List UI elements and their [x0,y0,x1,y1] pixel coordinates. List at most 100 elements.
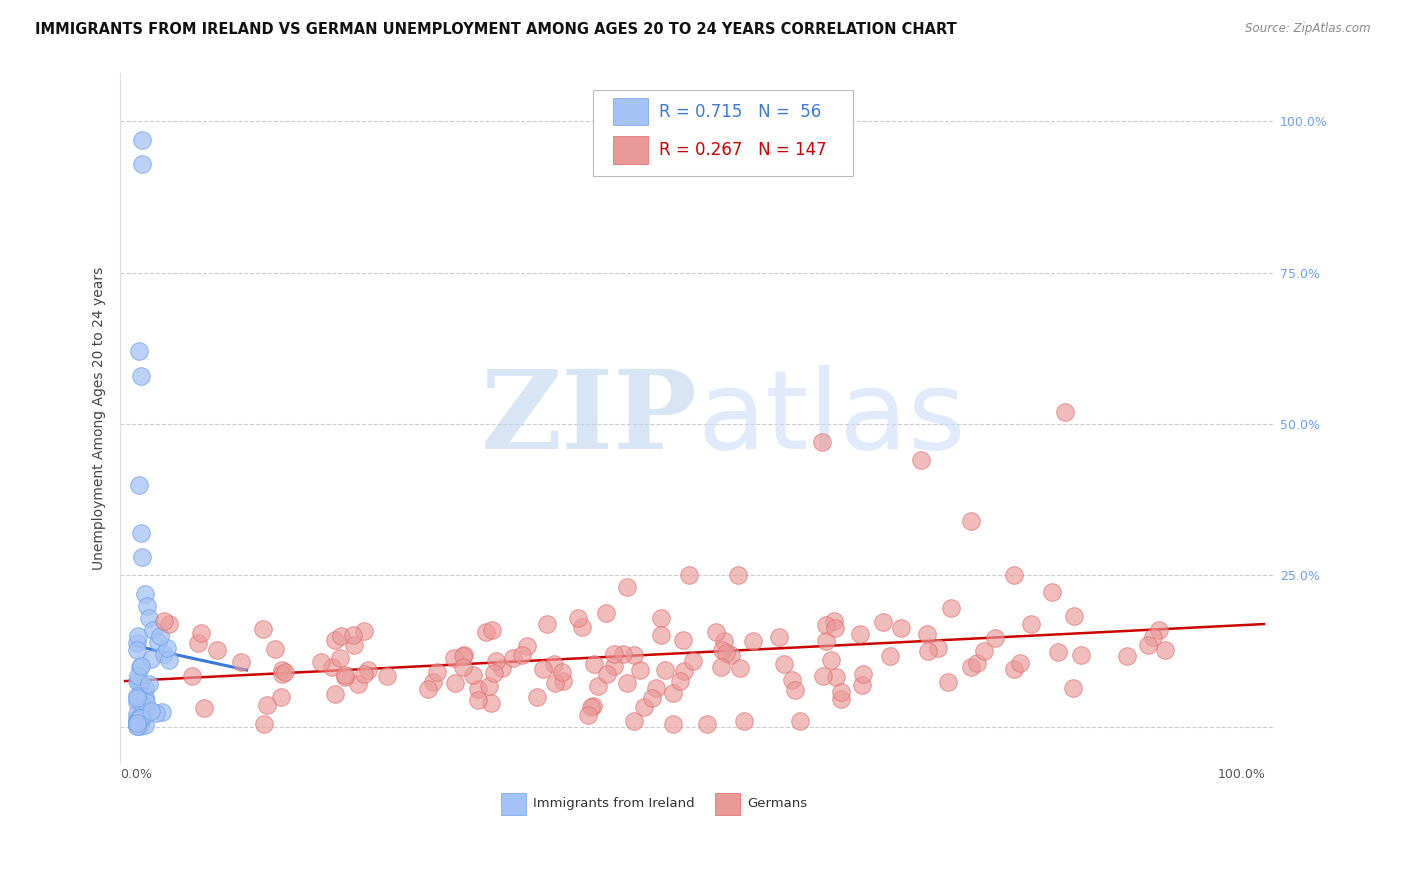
Point [375,669,398,683]
Point [727,568,749,582]
Point [127,629,149,643]
FancyBboxPatch shape [593,90,853,177]
Point [936,675,959,690]
Point [1142,630,1164,644]
Point [443,650,465,665]
Point [156,640,179,655]
Point [131,157,153,171]
Point [128,711,150,725]
Point [264,641,287,656]
Point [270,663,292,677]
Point [485,654,508,668]
Point [321,660,343,674]
Point [973,644,995,658]
Point [616,580,638,594]
Point [207,643,229,657]
Point [482,665,505,680]
Point [127,714,149,728]
Point [742,633,765,648]
Point [128,477,150,491]
Point [927,640,949,655]
Point [1010,657,1032,671]
Point [849,627,872,641]
Point [252,622,274,636]
Point [323,632,346,647]
Point [662,686,685,700]
Point [479,696,502,710]
Point [270,690,292,704]
Point [1063,609,1085,624]
Point [127,719,149,733]
Point [825,670,848,684]
Point [815,618,838,632]
Point [650,628,672,642]
Point [153,614,176,628]
Point [129,526,152,541]
Point [640,691,662,706]
Point [526,690,548,705]
Point [960,660,983,674]
Point [329,629,352,643]
Point [773,657,796,671]
Point [127,713,149,727]
Point [187,635,209,649]
Point [728,661,751,675]
Point [131,132,153,146]
Point [733,714,755,728]
Point [810,435,832,450]
Point [939,601,962,615]
Text: ZIP: ZIP [481,365,697,472]
Point [596,667,619,681]
Point [1070,648,1092,663]
Point [342,628,364,642]
Point [789,714,811,728]
Point [128,714,150,729]
Point [125,715,148,730]
Point [129,676,152,690]
Point [467,682,489,697]
Point [329,651,352,665]
Point [830,685,852,699]
Point [1040,584,1063,599]
Bar [613,136,648,163]
Point [129,695,152,709]
Point [463,667,485,681]
Point [256,698,278,712]
Point [502,651,524,665]
Point [311,655,333,669]
Point [353,667,375,681]
Point [125,691,148,706]
Point [129,659,152,673]
Point [551,665,574,679]
Point [851,678,873,692]
Point [181,668,204,682]
Point [612,647,634,661]
Point [782,673,804,687]
Point [253,716,276,731]
Point [131,701,153,715]
Point [1002,662,1025,676]
Point [672,633,695,648]
Point [128,719,150,733]
Point [1154,643,1177,657]
Point [135,695,157,709]
Point [716,646,738,660]
Text: IMMIGRANTS FROM IRELAND VS GERMAN UNEMPLOYMENT AMONG AGES 20 TO 24 YEARS CORRELA: IMMIGRANTS FROM IRELAND VS GERMAN UNEMPL… [35,22,957,37]
Point [190,625,212,640]
Point [915,627,938,641]
Point [157,653,180,667]
Point [603,648,626,662]
Point [910,453,932,467]
Point [890,621,912,635]
Point [125,673,148,688]
Point [852,667,875,681]
Point [125,718,148,732]
Point [125,636,148,650]
Point [654,663,676,677]
Point [478,679,501,693]
Point [1046,645,1069,659]
Point [335,668,357,682]
Point [128,660,150,674]
Point [710,660,733,674]
Text: Immigrants from Ireland: Immigrants from Ireland [533,797,695,810]
